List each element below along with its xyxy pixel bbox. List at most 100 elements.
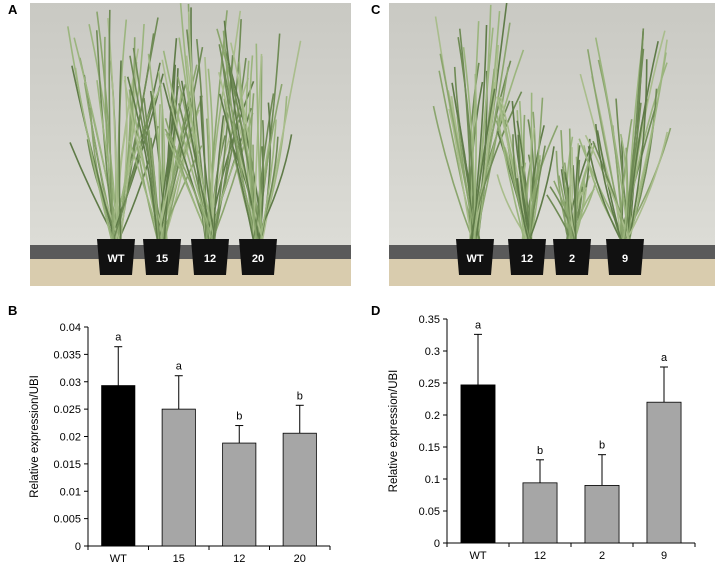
bar-chart-b: 0 0.005 0.01 0.015 0.02 0.025 0.03 0.035 0.04 Rel… xyxy=(29,322,331,565)
pot-label: WT xyxy=(466,253,483,265)
leaf-blade xyxy=(595,123,622,240)
plant xyxy=(67,9,164,240)
leaf-blade xyxy=(96,11,114,240)
leaf-blade xyxy=(457,37,475,240)
leaf-blade xyxy=(164,128,213,240)
y-tick-label: 0.02 xyxy=(60,432,81,444)
leaf-blade xyxy=(204,57,216,240)
leaf-blade xyxy=(199,95,216,240)
leaf-blade xyxy=(113,97,155,240)
significance-letter: a xyxy=(661,352,668,364)
leaf-blade xyxy=(516,178,529,240)
significance-letter: a xyxy=(475,319,482,331)
leaf-blade xyxy=(255,43,263,240)
leaf-blade xyxy=(118,60,122,240)
leaf-blade xyxy=(250,93,258,240)
leaf-blade xyxy=(222,30,256,240)
leaf-blade xyxy=(496,115,525,240)
plant xyxy=(495,92,559,240)
leaf-blade xyxy=(549,186,576,240)
leaf-blade xyxy=(129,55,165,240)
y-tick-label: 0.15 xyxy=(419,442,440,454)
y-axis-label: Relative expression/UBI xyxy=(388,370,400,493)
leaf-blade xyxy=(626,40,659,240)
plant-pot xyxy=(606,239,644,275)
leaf-blade xyxy=(619,119,633,240)
leaf-blade xyxy=(178,37,215,240)
y-tick-label: 0.025 xyxy=(53,404,81,416)
leaf-blade xyxy=(574,145,581,240)
leaf-blade xyxy=(158,104,163,240)
plant-pot xyxy=(553,239,591,275)
plant xyxy=(432,3,525,240)
bar xyxy=(584,484,620,544)
leaf-blade xyxy=(587,146,621,240)
baseboard xyxy=(30,245,351,259)
leaf-blade xyxy=(118,125,159,240)
plant-pot xyxy=(97,239,135,275)
bar xyxy=(282,432,317,547)
leaf-blade xyxy=(471,88,496,240)
leaf-blade xyxy=(456,110,475,240)
y-tick-label: 0.035 xyxy=(53,349,81,361)
leaf-blade xyxy=(530,97,544,240)
y-tick-label: 0.015 xyxy=(53,459,81,471)
leaf-blade xyxy=(128,89,159,240)
significance-letter: b xyxy=(297,390,303,402)
significance-letter: b xyxy=(236,411,242,423)
panel-label-d: D xyxy=(371,303,381,318)
leaf-blade xyxy=(496,174,529,240)
y-tick-label: 0 xyxy=(75,541,81,553)
pot-label: 9 xyxy=(622,253,628,265)
y-tick-label: 0.05 xyxy=(419,506,440,518)
leaf-blade xyxy=(126,76,159,240)
leaf-blade xyxy=(259,119,277,240)
leaf-blade xyxy=(434,16,473,240)
plant-photo-a: WT 15 12 20 xyxy=(30,3,351,286)
pot-label: 20 xyxy=(252,253,264,265)
leaf-blade xyxy=(558,175,572,240)
leaf-blade xyxy=(218,93,254,240)
plant xyxy=(161,3,255,240)
x-tick-label: WT xyxy=(469,550,486,562)
y-tick-label: 0.25 xyxy=(419,378,440,390)
leaf-blade xyxy=(628,59,648,240)
bar xyxy=(646,401,682,544)
y-tick-label: 0.3 xyxy=(425,346,440,358)
pot-label: WT xyxy=(107,253,124,265)
significance-letter: b xyxy=(537,445,543,457)
plant-photo-c: WT 12 2 9 xyxy=(389,3,715,286)
x-tick-label: 9 xyxy=(661,550,667,562)
floor xyxy=(30,259,351,286)
leaf-blade xyxy=(623,48,645,240)
pot-label: 15 xyxy=(156,253,168,265)
y-tick-label: 0.04 xyxy=(60,322,81,334)
leaf-blade xyxy=(628,52,667,240)
y-axis-label: Relative expression/UBI xyxy=(29,375,41,498)
leaf-blade xyxy=(439,53,477,240)
plant-pot xyxy=(239,239,277,275)
leaf-blade xyxy=(473,4,492,240)
wall-background xyxy=(389,3,715,245)
floor xyxy=(389,259,715,286)
significance-letter: b xyxy=(599,440,605,452)
plant-pot xyxy=(456,239,494,275)
leaf-blade xyxy=(123,79,167,240)
leaf-blade xyxy=(147,129,159,240)
leaf-blade xyxy=(477,11,501,240)
x-tick-label: 12 xyxy=(534,550,546,562)
plant xyxy=(216,20,302,240)
leaf-blade xyxy=(162,50,213,240)
plant xyxy=(578,28,672,240)
leaf-blade xyxy=(517,134,531,240)
y-tick-label: 0.01 xyxy=(60,486,81,498)
x-tick-label: WT xyxy=(110,553,127,565)
bar xyxy=(222,442,257,547)
x-tick-label: 12 xyxy=(233,553,245,565)
leaf-blade xyxy=(257,56,263,240)
bar xyxy=(161,408,196,547)
panel-label-c: C xyxy=(371,2,381,17)
leaf-blade xyxy=(560,130,573,240)
leaf-blade xyxy=(257,83,283,240)
significance-letter: a xyxy=(115,332,122,344)
